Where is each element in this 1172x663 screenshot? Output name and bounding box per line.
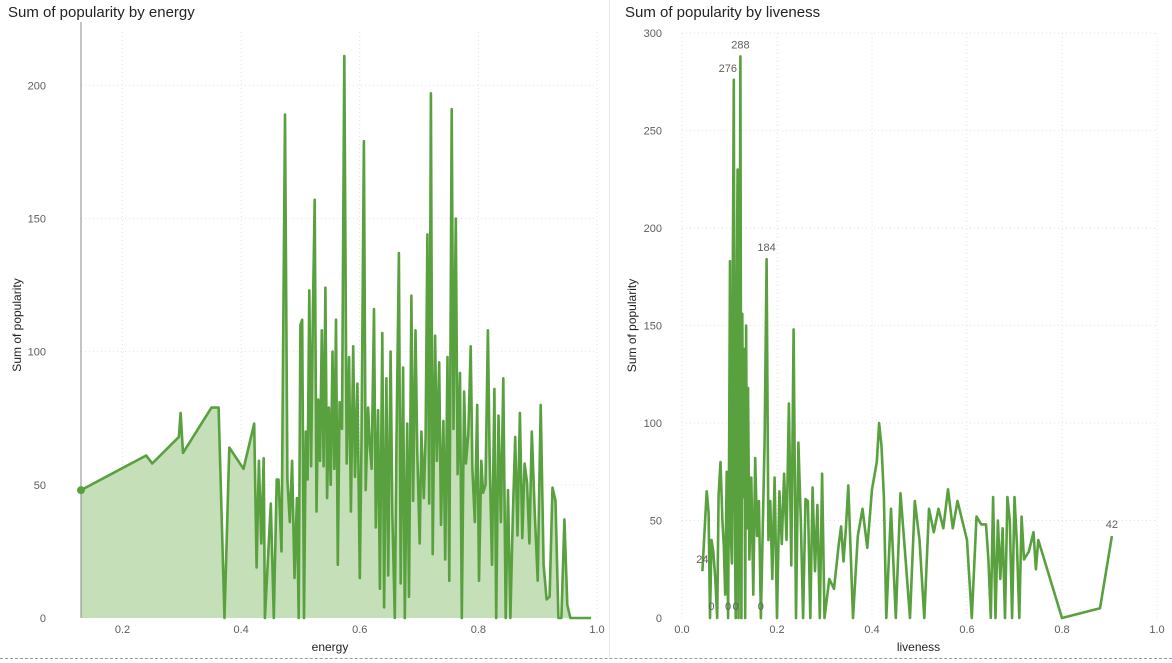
data-label: 0 [725,601,731,613]
y-tick-label: 50 [650,516,662,528]
x-tick-label: 0.8 [1054,624,1069,636]
data-label: 0 [758,601,764,613]
x-tick-label: 0.0 [674,624,689,636]
liveness-chart-visual[interactable]: Sum of popularity by liveness 0 50 100 150 2… [610,0,1172,658]
data-label: 288 [731,39,749,51]
highlight-point [77,486,85,495]
y-tick-label: 0 [40,613,46,625]
y-tick-label: 300 [644,28,662,40]
x-axis-title: energy [312,640,349,654]
y-tick-label: 0 [656,613,662,625]
data-label: 184 [757,242,775,254]
y-tick-label: 50 [34,480,46,492]
data-label: 42 [1106,519,1118,531]
liveness-chart-svg: 0 50 100 150 200 250 300 0.0 0.2 0.4 0.6 0.8 1.0 live… [625,28,1165,654]
energy-chart-svg: 0 50 100 150 200 0.2 0.4 0.6 0.8 1.0 energy Sum of … [10,22,605,654]
y-tick-label: 100 [644,418,662,430]
data-label: 0 [733,601,739,613]
x-tick-label: 1.0 [589,624,604,636]
x-tick-label: 0.8 [471,624,486,636]
y-tick-label: 200 [28,80,46,92]
energy-chart-visual[interactable]: Sum of popularity by energy 0 50 100 150 200… [0,0,610,658]
x-tick-label: 0.4 [233,624,248,636]
x-tick-label: 0.2 [115,624,130,636]
y-tick-label: 150 [28,213,46,225]
data-label: 0 [708,601,714,613]
y-tick-label: 150 [644,321,662,333]
y-tick-label: 200 [644,223,662,235]
series-line [701,55,1114,620]
page-bottom-divider [0,658,1172,659]
data-label: 24 [696,554,708,566]
chart-title: Sum of popularity by energy [8,4,195,21]
y-tick-label: 100 [28,347,46,359]
series-line [80,54,592,620]
chart-title: Sum of popularity by liveness [625,4,821,21]
x-tick-label: 0.6 [959,624,974,636]
x-axis-title: liveness [897,640,940,654]
x-tick-label: 1.0 [1149,624,1164,636]
x-tick-label: 0.4 [864,624,879,636]
y-axis-title: Sum of popularity [10,278,24,371]
y-axis-title: Sum of popularity [625,279,639,372]
data-label: 276 [719,63,737,75]
x-tick-label: 0.2 [769,624,784,636]
y-tick-label: 250 [644,126,662,138]
x-tick-label: 0.6 [352,624,367,636]
